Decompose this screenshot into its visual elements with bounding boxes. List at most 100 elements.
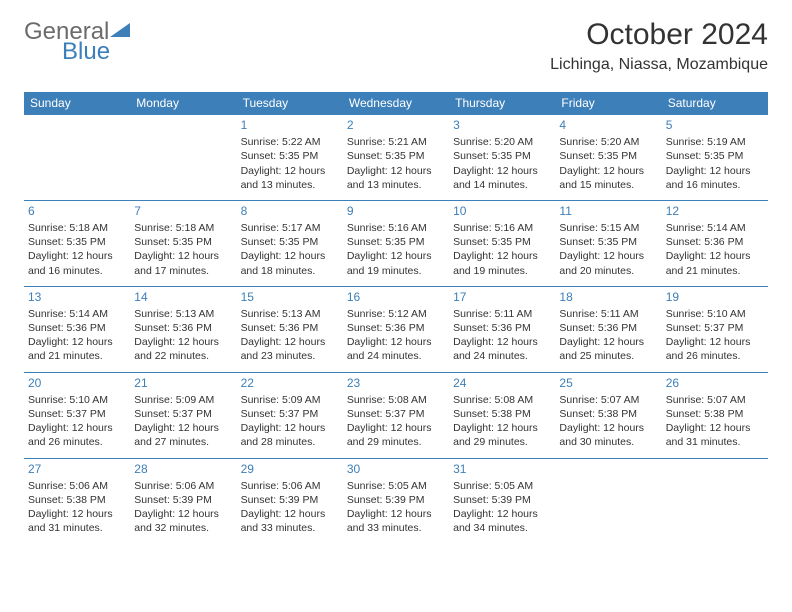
daylight-text-2: and 25 minutes.: [559, 349, 657, 363]
sunrise-text: Sunrise: 5:07 AM: [559, 393, 657, 407]
daylight-text-2: and 34 minutes.: [453, 521, 551, 535]
sunrise-text: Sunrise: 5:06 AM: [134, 479, 232, 493]
daylight-text-2: and 16 minutes.: [666, 178, 764, 192]
daylight-text-1: Daylight: 12 hours: [559, 249, 657, 263]
sunset-text: Sunset: 5:35 PM: [453, 149, 551, 163]
week-row: 13 Sunrise: 5:14 AM Sunset: 5:36 PM Dayligh…: [24, 286, 768, 372]
day-cell: 27Sunrise: 5:06 AMSunset: 5:38 PMDayligh…: [24, 458, 130, 543]
day-cell: 8Sunrise: 5:17 AMSunset: 5:35 PMDaylight…: [237, 200, 343, 286]
day-number: 24: [453, 375, 551, 391]
title-block: October 2024 Lichinga, Niassa, Mozambiqu…: [550, 18, 768, 74]
logo-text-blue: Blue: [62, 38, 130, 66]
day-header-monday: Monday: [130, 92, 236, 115]
day-cell: 18Sunrise: 5:11 AMSunset: 5:36 PMDayligh…: [555, 286, 661, 372]
sunrise-text: Sunrise: 5:16 AM: [347, 221, 445, 235]
day-header-row: SundayMondayTuesdayWednesdayThursdayFrid…: [24, 92, 768, 115]
day-number: 1: [241, 117, 339, 133]
sunset-text: Sunset: 5:35 PM: [28, 235, 126, 249]
sunrise-text: Sunrise: 5:18 AM: [134, 221, 232, 235]
day-number: 20: [28, 375, 126, 391]
daylight-text-2: and 23 minutes.: [241, 349, 339, 363]
sunrise-text: Sunrise: 5:14 AM: [666, 221, 764, 235]
sunrise-text: Sunrise: 5:18 AM: [28, 221, 126, 235]
daylight-text-2: and 17 minutes.: [134, 264, 232, 278]
day-cell: 10Sunrise: 5:16 AMSunset: 5:35 PMDayligh…: [449, 200, 555, 286]
sunrise-text: Sunrise: 5:06 AM: [28, 479, 126, 493]
day-number: 8: [241, 203, 339, 219]
sunset-text: Sunset: 5:35 PM: [453, 235, 551, 249]
sunrise-text: Sunrise: 5:10 AM: [666, 307, 764, 321]
daylight-text-1: Daylight: 12 hours: [241, 335, 339, 349]
day-number: 16: [347, 289, 445, 305]
day-cell: 7Sunrise: 5:18 AMSunset: 5:35 PMDaylight…: [130, 200, 236, 286]
day-number: 25: [559, 375, 657, 391]
sunset-text: Sunset: 5:35 PM: [347, 149, 445, 163]
calendar-body: 1Sunrise: 5:22 AMSunset: 5:35 PMDaylight…: [24, 115, 768, 544]
day-cell: 6Sunrise: 5:18 AMSunset: 5:35 PMDaylight…: [24, 200, 130, 286]
sunrise-text: Sunrise: 5:09 AM: [241, 393, 339, 407]
daylight-text-1: Daylight: 12 hours: [347, 164, 445, 178]
week-row: 1Sunrise: 5:22 AMSunset: 5:35 PMDaylight…: [24, 115, 768, 201]
daylight-text-1: Daylight: 12 hours: [453, 249, 551, 263]
day-number: 7: [134, 203, 232, 219]
sunrise-text: Sunrise: 5:20 AM: [453, 135, 551, 149]
sunrise-text: Sunrise: 5:13 AM: [241, 307, 339, 321]
day-cell: 25Sunrise: 5:07 AMSunset: 5:38 PMDayligh…: [555, 372, 661, 458]
daylight-text-1: Daylight: 12 hours: [453, 164, 551, 178]
sunrise-text: Sunrise: 5:14 AM: [28, 307, 126, 321]
daylight-text-2: and 21 minutes.: [666, 264, 764, 278]
day-cell: 30Sunrise: 5:05 AMSunset: 5:39 PMDayligh…: [343, 458, 449, 543]
daylight-text-1: Daylight: 12 hours: [241, 249, 339, 263]
daylight-text-2: and 15 minutes.: [559, 178, 657, 192]
day-header-wednesday: Wednesday: [343, 92, 449, 115]
day-cell: 26Sunrise: 5:07 AMSunset: 5:38 PMDayligh…: [662, 372, 768, 458]
day-number: 18: [559, 289, 657, 305]
daylight-text-2: and 32 minutes.: [134, 521, 232, 535]
daylight-text-1: Daylight: 12 hours: [28, 335, 126, 349]
day-cell: 29Sunrise: 5:06 AMSunset: 5:39 PMDayligh…: [237, 458, 343, 543]
sunset-text: Sunset: 5:35 PM: [559, 149, 657, 163]
sunset-text: Sunset: 5:39 PM: [347, 493, 445, 507]
day-number: 6: [28, 203, 126, 219]
day-number: 17: [453, 289, 551, 305]
sunset-text: Sunset: 5:36 PM: [453, 321, 551, 335]
daylight-text-2: and 33 minutes.: [241, 521, 339, 535]
sunset-text: Sunset: 5:37 PM: [347, 407, 445, 421]
sunset-text: Sunset: 5:39 PM: [134, 493, 232, 507]
sunrise-text: Sunrise: 5:11 AM: [559, 307, 657, 321]
daylight-text-2: and 19 minutes.: [453, 264, 551, 278]
daylight-text-1: Daylight: 12 hours: [134, 421, 232, 435]
daylight-text-1: Daylight: 12 hours: [28, 507, 126, 521]
day-header-thursday: Thursday: [449, 92, 555, 115]
day-number: 19: [666, 289, 764, 305]
daylight-text-1: Daylight: 12 hours: [241, 421, 339, 435]
daylight-text-2: and 26 minutes.: [28, 435, 126, 449]
daylight-text-2: and 24 minutes.: [347, 349, 445, 363]
daylight-text-1: Daylight: 12 hours: [347, 249, 445, 263]
sunset-text: Sunset: 5:35 PM: [347, 235, 445, 249]
daylight-text-2: and 31 minutes.: [28, 521, 126, 535]
sunrise-text: Sunrise: 5:22 AM: [241, 135, 339, 149]
week-row: 6Sunrise: 5:18 AMSunset: 5:35 PMDaylight…: [24, 200, 768, 286]
day-number: 31: [453, 461, 551, 477]
day-number: 13: [28, 289, 126, 305]
day-number: 23: [347, 375, 445, 391]
day-number: 29: [241, 461, 339, 477]
daylight-text-1: Daylight: 12 hours: [28, 421, 126, 435]
week-row: 27Sunrise: 5:06 AMSunset: 5:38 PMDayligh…: [24, 458, 768, 543]
day-number: 30: [347, 461, 445, 477]
sunset-text: Sunset: 5:37 PM: [134, 407, 232, 421]
sunset-text: Sunset: 5:36 PM: [559, 321, 657, 335]
day-cell: 4Sunrise: 5:20 AMSunset: 5:35 PMDaylight…: [555, 115, 661, 201]
sunset-text: Sunset: 5:35 PM: [559, 235, 657, 249]
sunrise-text: Sunrise: 5:08 AM: [347, 393, 445, 407]
daylight-text-2: and 16 minutes.: [28, 264, 126, 278]
daylight-text-2: and 29 minutes.: [453, 435, 551, 449]
day-number: 5: [666, 117, 764, 133]
sunrise-text: Sunrise: 5:20 AM: [559, 135, 657, 149]
daylight-text-2: and 18 minutes.: [241, 264, 339, 278]
sunset-text: Sunset: 5:35 PM: [134, 235, 232, 249]
day-header-tuesday: Tuesday: [237, 92, 343, 115]
day-cell-empty: [130, 115, 236, 201]
daylight-text-1: Daylight: 12 hours: [559, 164, 657, 178]
